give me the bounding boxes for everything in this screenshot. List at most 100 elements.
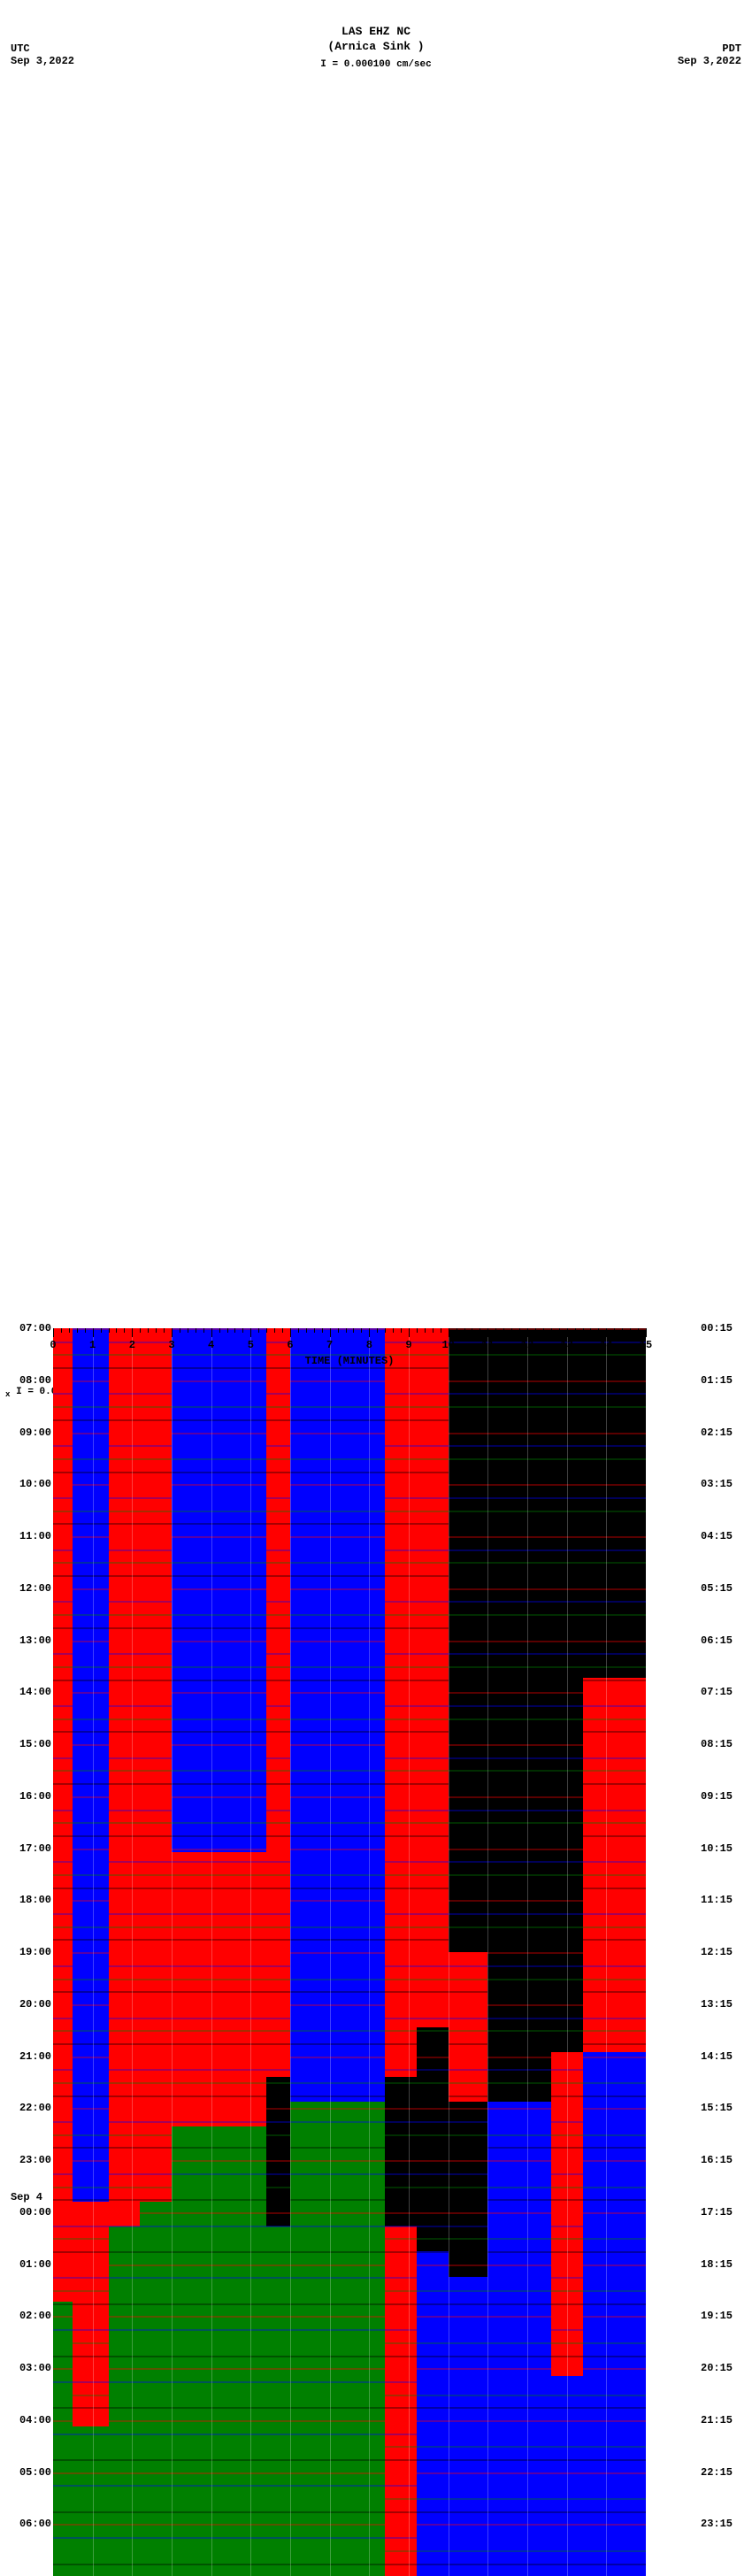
x-tick-label: 4 bbox=[208, 1339, 214, 1351]
y-left-label: 06:00 bbox=[0, 2518, 51, 2530]
x-tick-label: 0 bbox=[50, 1339, 56, 1351]
x-tick-minor bbox=[298, 1328, 299, 1333]
trace-baseline bbox=[53, 2329, 646, 2331]
x-tick-label: 1 bbox=[89, 1339, 96, 1351]
grid-vertical bbox=[606, 1328, 607, 2576]
trace-baseline bbox=[53, 2550, 646, 2552]
trace-baseline bbox=[53, 1835, 646, 1837]
x-tick-label: 13 bbox=[560, 1339, 572, 1351]
waveform-band bbox=[73, 2426, 108, 2576]
trace-baseline bbox=[53, 1588, 646, 1590]
waveform-band bbox=[417, 2027, 449, 2252]
y-left-label: 04:00 bbox=[0, 2414, 51, 2426]
grid-vertical bbox=[93, 1328, 94, 2576]
grid-vertical bbox=[487, 1328, 488, 2576]
x-tick-minor bbox=[322, 1328, 323, 1333]
x-tick-minor bbox=[124, 1328, 125, 1333]
y-right-label: 19:15 bbox=[701, 2310, 752, 2322]
scale-note-text: = 0.000100 cm/sec bbox=[333, 59, 432, 70]
tz-left-label: UTC bbox=[11, 42, 74, 55]
x-tick-minor bbox=[140, 1328, 141, 1333]
trace-baseline bbox=[53, 2537, 646, 2539]
x-tick-minor bbox=[353, 1328, 354, 1333]
y-left-label: 19:00 bbox=[0, 1946, 51, 1958]
x-tick-minor bbox=[109, 1328, 110, 1333]
waveform-band bbox=[290, 1328, 385, 2102]
x-tick-minor bbox=[234, 1328, 235, 1333]
trace-baseline bbox=[53, 1874, 646, 1876]
x-tick-minor bbox=[622, 1328, 623, 1333]
y-right-label: 22:15 bbox=[701, 2466, 752, 2479]
trace-baseline bbox=[53, 1393, 646, 1395]
waveform-band bbox=[449, 2277, 488, 2576]
trace-baseline bbox=[53, 1458, 646, 1460]
x-tick-minor bbox=[258, 1328, 259, 1333]
x-tick-minor bbox=[61, 1328, 62, 1333]
x-tick-minor bbox=[227, 1328, 228, 1333]
waveform-band bbox=[53, 1328, 73, 2302]
trace-baseline bbox=[53, 2524, 646, 2526]
trace-baseline bbox=[53, 2395, 646, 2396]
trace-baseline bbox=[53, 1888, 646, 1889]
x-tick-minor bbox=[464, 1328, 465, 1333]
trace-baseline bbox=[53, 2564, 646, 2565]
x-tick-minor bbox=[77, 1328, 78, 1333]
y-left-label: 02:00 bbox=[0, 2310, 51, 2322]
y-right-label: 12:15 bbox=[701, 1946, 752, 1958]
trace-baseline bbox=[53, 1783, 646, 1785]
y-right-label: 00:15 bbox=[701, 1322, 752, 1334]
trace-baseline bbox=[53, 1419, 646, 1421]
tz-left-block: UTC Sep 3,2022 bbox=[11, 42, 74, 67]
trace-baseline bbox=[53, 1952, 646, 1954]
x-tick-minor bbox=[306, 1328, 307, 1333]
trace-baseline bbox=[53, 1822, 646, 1824]
x-labels: 0123456789101112131415 bbox=[53, 1339, 646, 1353]
x-tick-major bbox=[409, 1328, 410, 1337]
x-tick-minor bbox=[503, 1328, 504, 1333]
trace-baseline bbox=[53, 2434, 646, 2435]
x-tick-label: 3 bbox=[168, 1339, 174, 1351]
x-tick-label: 5 bbox=[248, 1339, 254, 1351]
waveform-band bbox=[172, 1852, 266, 2126]
trace-baseline bbox=[53, 1562, 646, 1564]
trace-baseline bbox=[53, 1861, 646, 1863]
trace-baseline bbox=[53, 2498, 646, 2500]
waveform-band bbox=[449, 2102, 488, 2276]
trace-baseline bbox=[53, 1445, 646, 1447]
y-left-label: 18:00 bbox=[0, 1894, 51, 1906]
waveform-band bbox=[73, 2202, 108, 2426]
grid-vertical bbox=[132, 1328, 133, 2576]
x-tick-minor bbox=[535, 1328, 536, 1333]
title-line2: (Arnica Sink ) bbox=[0, 40, 752, 55]
x-tick-minor bbox=[425, 1328, 426, 1333]
scale-note: I = 0.000100 cm/sec bbox=[0, 58, 752, 71]
x-tick-major bbox=[53, 1328, 54, 1337]
trace-baseline bbox=[53, 2485, 646, 2487]
trace-baseline bbox=[53, 1627, 646, 1629]
x-tick-minor bbox=[203, 1328, 204, 1333]
x-tick-major bbox=[172, 1328, 173, 1337]
title-line1: LAS EHZ NC bbox=[0, 25, 752, 40]
y-left-label: 14:00 bbox=[0, 1686, 51, 1698]
trace-baseline bbox=[53, 1991, 646, 1993]
x-tick-minor bbox=[164, 1328, 165, 1333]
chart-header: UTC Sep 3,2022 LAS EHZ NC (Arnica Sink )… bbox=[0, 0, 752, 75]
y-right-label: 06:15 bbox=[701, 1634, 752, 1647]
x-tick-major bbox=[211, 1328, 212, 1337]
y-right-label: 09:15 bbox=[701, 1790, 752, 1803]
trace-baseline bbox=[53, 2057, 646, 2058]
y-left-label: 11:00 bbox=[0, 1530, 51, 1542]
trace-baseline bbox=[53, 1680, 646, 1681]
x-tick-minor bbox=[495, 1328, 496, 1333]
x-tick-major bbox=[527, 1328, 528, 1337]
y-right-label: 07:15 bbox=[701, 1686, 752, 1698]
trace-baseline bbox=[53, 1810, 646, 1811]
x-tick-minor bbox=[519, 1328, 520, 1333]
plot-wrap: 07:0008:0009:0010:0011:0012:0013:0014:00… bbox=[0, 1328, 752, 1371]
x-tick-label: 15 bbox=[640, 1339, 652, 1351]
x-tick-major bbox=[330, 1328, 331, 1337]
y-right-label: 17:15 bbox=[701, 2206, 752, 2218]
tz-right-block: PDT Sep 3,2022 bbox=[678, 42, 741, 67]
y-right-label: 20:15 bbox=[701, 2362, 752, 2374]
trace-baseline bbox=[53, 2069, 646, 2071]
